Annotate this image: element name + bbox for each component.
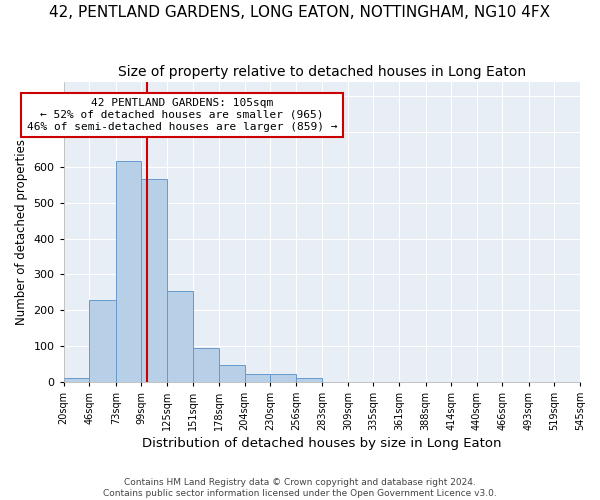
Y-axis label: Number of detached properties: Number of detached properties: [15, 138, 28, 324]
X-axis label: Distribution of detached houses by size in Long Eaton: Distribution of detached houses by size …: [142, 437, 502, 450]
Bar: [245, 374, 270, 382]
Bar: [89, 300, 116, 382]
Title: Size of property relative to detached houses in Long Eaton: Size of property relative to detached ho…: [118, 65, 526, 79]
Bar: [193, 348, 219, 382]
Text: 42, PENTLAND GARDENS, LONG EATON, NOTTINGHAM, NG10 4FX: 42, PENTLAND GARDENS, LONG EATON, NOTTIN…: [49, 5, 551, 20]
Bar: [296, 378, 322, 382]
Text: 42 PENTLAND GARDENS: 105sqm
← 52% of detached houses are smaller (965)
46% of se: 42 PENTLAND GARDENS: 105sqm ← 52% of det…: [27, 98, 337, 132]
Text: Contains HM Land Registry data © Crown copyright and database right 2024.
Contai: Contains HM Land Registry data © Crown c…: [103, 478, 497, 498]
Bar: [270, 374, 296, 382]
Bar: [142, 178, 167, 382]
Bar: [167, 291, 193, 382]
Bar: [64, 378, 89, 382]
Bar: [116, 161, 142, 382]
Bar: [219, 364, 245, 382]
